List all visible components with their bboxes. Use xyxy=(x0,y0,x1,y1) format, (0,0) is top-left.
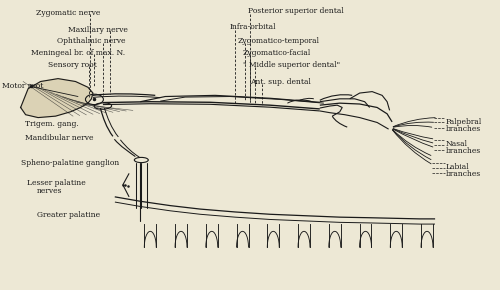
Text: Mandibular nerve: Mandibular nerve xyxy=(24,134,93,142)
Text: Spheno-palatine ganglion: Spheno-palatine ganglion xyxy=(20,159,119,167)
Text: Zygomatico-temporal: Zygomatico-temporal xyxy=(238,37,320,45)
Text: branches: branches xyxy=(446,170,481,178)
Text: Palpebral: Palpebral xyxy=(446,118,482,126)
Text: Zygomatic nerve: Zygomatic nerve xyxy=(36,9,100,17)
Text: Zygomatico-facial: Zygomatico-facial xyxy=(242,49,311,57)
Text: Greater palatine: Greater palatine xyxy=(36,211,100,219)
Text: Trigem. gang.: Trigem. gang. xyxy=(24,120,78,128)
Text: Sensory root: Sensory root xyxy=(48,61,96,69)
Text: Labial: Labial xyxy=(446,163,469,171)
Text: nerves: nerves xyxy=(36,187,62,195)
Text: Nasal: Nasal xyxy=(446,140,468,148)
Text: branches: branches xyxy=(446,147,481,155)
Text: Motor root: Motor root xyxy=(2,82,43,90)
Text: Meningeal br. of max. N.: Meningeal br. of max. N. xyxy=(32,49,126,57)
Text: Ant. sup. dental: Ant. sup. dental xyxy=(250,78,311,86)
Text: " Middle superior dental": " Middle superior dental" xyxy=(242,61,340,69)
Polygon shape xyxy=(20,79,93,117)
Text: Infra-orbital: Infra-orbital xyxy=(230,23,276,31)
Text: branches: branches xyxy=(446,125,481,133)
Text: Lesser palatine: Lesser palatine xyxy=(27,179,86,187)
Text: Ophthalmic nerve: Ophthalmic nerve xyxy=(57,37,126,45)
Text: Posterior superior dental: Posterior superior dental xyxy=(248,7,344,15)
Text: Maxillary nerve: Maxillary nerve xyxy=(68,26,128,34)
